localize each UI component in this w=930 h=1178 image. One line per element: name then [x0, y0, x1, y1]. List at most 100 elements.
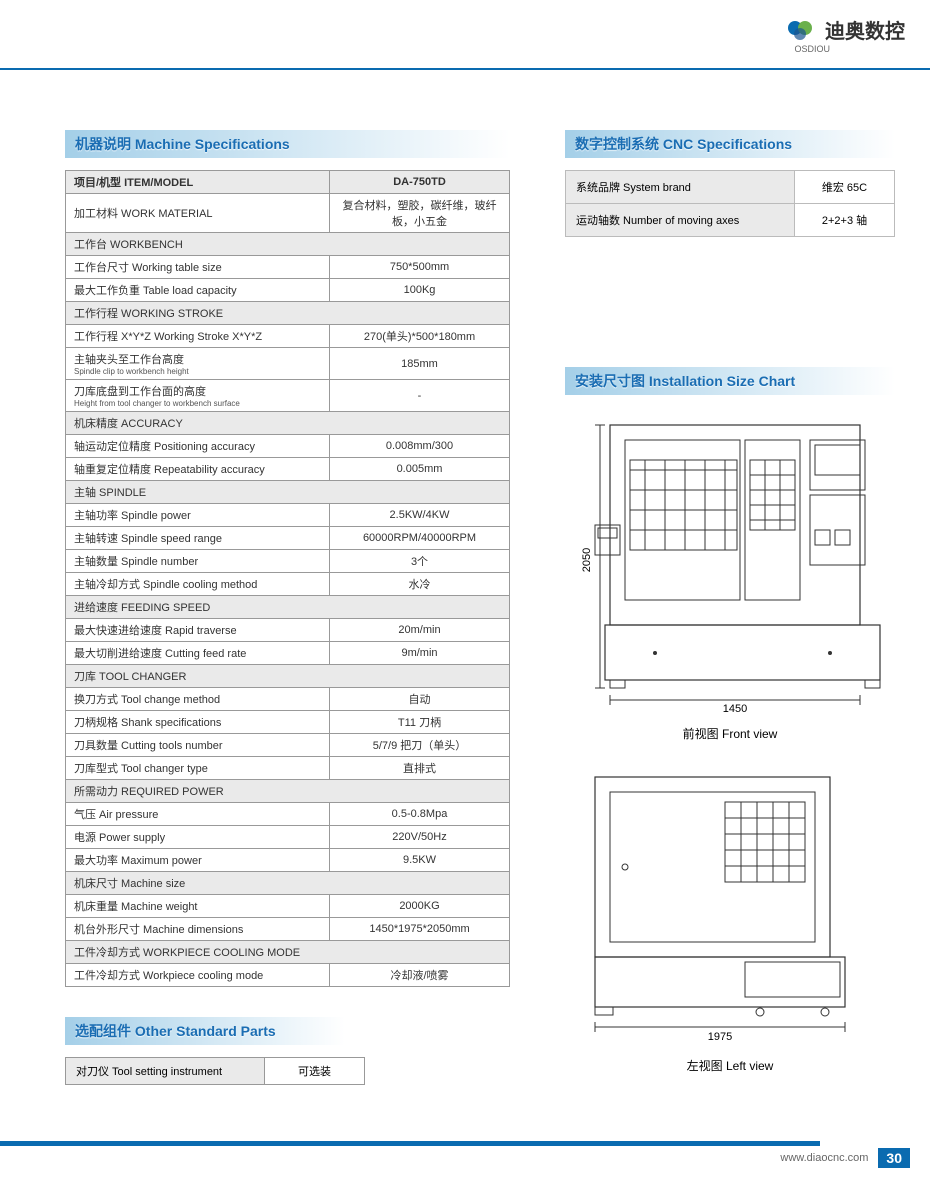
spec-value: 直排式	[330, 757, 510, 780]
left-column: 机器说明 Machine Specifications 项目/机型 ITEM/M…	[65, 130, 510, 1099]
spec-label: 最大工作负重 Table load capacity	[66, 279, 330, 302]
section-label: 机床尺寸 Machine size	[66, 872, 510, 895]
spec-table: 项目/机型 ITEM/MODEL DA-750TD 加工材料 WORK MATE…	[65, 170, 510, 987]
section-label: 机床精度 ACCURACY	[66, 412, 510, 435]
table-row: 轴运动定位精度 Positioning accuracy0.008mm/300	[66, 435, 510, 458]
table-row: 刀库底盘到工作台面的高度Height from tool changer to …	[66, 380, 510, 412]
spec-label: 最大切削进给速度 Cutting feed rate	[66, 642, 330, 665]
spec-label: 工件冷却方式 Workpiece cooling mode	[66, 964, 330, 987]
spec-value: 20m/min	[330, 619, 510, 642]
table-row: 加工材料 WORK MATERIAL复合材料，塑胶，碳纤维，玻纤板，小五金	[66, 194, 510, 233]
footer-rule	[0, 1141, 820, 1146]
right-column: 数字控制系统 CNC Specifications 系统品牌 System br…	[565, 130, 895, 1099]
spec-value: 水冷	[330, 573, 510, 596]
dim-width: 1450	[723, 703, 747, 715]
spec-label: 换刀方式 Tool change method	[66, 688, 330, 711]
cnc-value: 2+2+3 轴	[795, 204, 895, 237]
spec-label: 加工材料 WORK MATERIAL	[66, 194, 330, 233]
table-row: 轴重复定位精度 Repeatability accuracy0.005mm	[66, 458, 510, 481]
cnc-label: 运动轴数 Number of moving axes	[566, 204, 795, 237]
brand-name: 迪奥数控	[825, 15, 905, 44]
table-row: 电源 Power supply220V/50Hz	[66, 826, 510, 849]
footer: www.diaocnc.com 30	[780, 1148, 910, 1168]
table-row: 机床重量 Machine weight2000KG	[66, 895, 510, 918]
spec-value: 750*500mm	[330, 256, 510, 279]
table-row: 对刀仪 Tool setting instrument可选装	[66, 1058, 365, 1085]
section-label: 进给速度 FEEDING SPEED	[66, 596, 510, 619]
left-view-diagram: 1975	[565, 767, 885, 1047]
table-row: 工作台 WORKBENCH	[66, 233, 510, 256]
table-row: 主轴 SPINDLE	[66, 481, 510, 504]
spec-value: 1450*1975*2050mm	[330, 918, 510, 941]
spec-label: 机台外形尺寸 Machine dimensions	[66, 918, 330, 941]
spec-label: 主轴夹头至工作台高度Spindle clip to workbench heig…	[66, 348, 330, 380]
spec-label: 工作台尺寸 Working table size	[66, 256, 330, 279]
table-row: 最大切削进给速度 Cutting feed rate9m/min	[66, 642, 510, 665]
spec-header-model: DA-750TD	[330, 171, 510, 194]
spec-label: 电源 Power supply	[66, 826, 330, 849]
content: 机器说明 Machine Specifications 项目/机型 ITEM/M…	[65, 130, 895, 1099]
footer-page: 30	[878, 1148, 910, 1168]
cnc-value: 维宏 65C	[795, 171, 895, 204]
table-row: 所需动力 REQUIRED POWER	[66, 780, 510, 803]
parts-table: 对刀仪 Tool setting instrument可选装	[65, 1057, 365, 1085]
table-row: 机床精度 ACCURACY	[66, 412, 510, 435]
spec-label: 机床重量 Machine weight	[66, 895, 330, 918]
footer-url: www.diaocnc.com	[780, 1152, 868, 1164]
spec-value: 3个	[330, 550, 510, 573]
spec-label: 轴重复定位精度 Repeatability accuracy	[66, 458, 330, 481]
spec-value: 270(单头)*500*180mm	[330, 325, 510, 348]
cnc-spec-title: 数字控制系统 CNC Specifications	[565, 130, 895, 158]
table-row: 主轴夹头至工作台高度Spindle clip to workbench heig…	[66, 348, 510, 380]
page: 迪奥数控 OSDIOU 机器说明 Machine Specifications …	[0, 0, 930, 1178]
spec-value: 5/7/9 把刀（单头）	[330, 734, 510, 757]
section-label: 刀库 TOOL CHANGER	[66, 665, 510, 688]
spec-label: 刀柄规格 Shank specifications	[66, 711, 330, 734]
table-row: 主轴冷却方式 Spindle cooling method水冷	[66, 573, 510, 596]
spec-label: 主轴转速 Spindle speed range	[66, 527, 330, 550]
table-row: 进给速度 FEEDING SPEED	[66, 596, 510, 619]
table-row: 工件冷却方式 Workpiece cooling mode冷却液/喷雾	[66, 964, 510, 987]
table-row: 刀库型式 Tool changer type直排式	[66, 757, 510, 780]
table-row: 工作行程 WORKING STROKE	[66, 302, 510, 325]
spec-label: 最大功率 Maximum power	[66, 849, 330, 872]
spec-label: 主轴功率 Spindle power	[66, 504, 330, 527]
logo-icon	[785, 16, 817, 44]
table-row: 工件冷却方式 WORKPIECE COOLING MODE	[66, 941, 510, 964]
spec-label: 刀库型式 Tool changer type	[66, 757, 330, 780]
spec-value: 220V/50Hz	[330, 826, 510, 849]
part-label: 对刀仪 Tool setting instrument	[66, 1058, 265, 1085]
table-row: 工作台尺寸 Working table size750*500mm	[66, 256, 510, 279]
spec-value: 100Kg	[330, 279, 510, 302]
spec-label: 轴运动定位精度 Positioning accuracy	[66, 435, 330, 458]
other-parts-title: 选配组件 Other Standard Parts	[65, 1017, 345, 1045]
section-label: 工作行程 WORKING STROKE	[66, 302, 510, 325]
cnc-table: 系统品牌 System brand维宏 65C运动轴数 Number of mo…	[565, 170, 895, 237]
spec-value: 2000KG	[330, 895, 510, 918]
spec-value: 9.5KW	[330, 849, 510, 872]
table-row: 运动轴数 Number of moving axes2+2+3 轴	[566, 204, 895, 237]
table-row: 刀柄规格 Shank specificationsT11 刀柄	[66, 711, 510, 734]
part-value: 可选装	[265, 1058, 365, 1085]
spec-label: 刀具数量 Cutting tools number	[66, 734, 330, 757]
section-label: 主轴 SPINDLE	[66, 481, 510, 504]
spec-value: 冷却液/喷雾	[330, 964, 510, 987]
spec-value: -	[330, 380, 510, 412]
table-row: 刀库 TOOL CHANGER	[66, 665, 510, 688]
spec-label: 工作行程 X*Y*Z Working Stroke X*Y*Z	[66, 325, 330, 348]
table-row: 主轴转速 Spindle speed range60000RPM/40000RP…	[66, 527, 510, 550]
table-row: 主轴功率 Spindle power2.5KW/4KW	[66, 504, 510, 527]
table-row: 系统品牌 System brand维宏 65C	[566, 171, 895, 204]
spec-value: 0.005mm	[330, 458, 510, 481]
section-label: 工件冷却方式 WORKPIECE COOLING MODE	[66, 941, 510, 964]
header-rule	[0, 68, 930, 70]
spec-value: 0.008mm/300	[330, 435, 510, 458]
front-view-label: 前视图 Front view	[565, 725, 895, 742]
spec-value: 自动	[330, 688, 510, 711]
brand-sub: OSDIOU	[794, 44, 830, 54]
install-chart-title: 安装尺寸图 Installation Size Chart	[565, 367, 895, 395]
machine-spec-title: 机器说明 Machine Specifications	[65, 130, 510, 158]
table-row: 换刀方式 Tool change method自动	[66, 688, 510, 711]
header: 迪奥数控	[785, 15, 905, 44]
table-row: 最大功率 Maximum power9.5KW	[66, 849, 510, 872]
